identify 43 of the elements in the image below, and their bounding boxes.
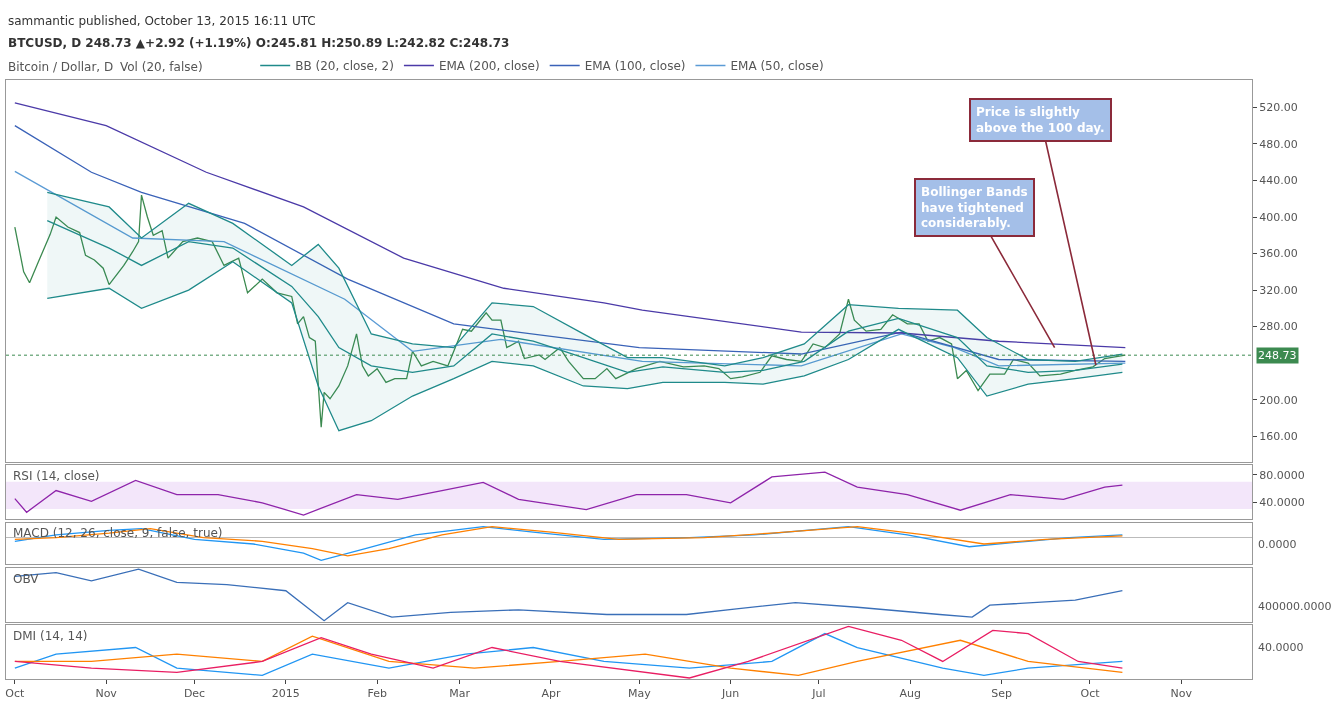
- legend-label: BB (20, close, 2): [295, 59, 394, 74]
- x-tick-label: Oct: [1080, 687, 1101, 701]
- x-tick-label: Sep: [991, 687, 1012, 701]
- annotation: Price is slightly above the 100 day.: [976, 105, 1105, 135]
- y-tick-label: 40.0000: [1259, 495, 1305, 509]
- x-tick-label: Nov: [1170, 687, 1193, 701]
- y-tick-label: 360.00: [1259, 247, 1298, 261]
- y-tick-label: 520.00: [1259, 101, 1298, 115]
- ref-line-label: 248.73: [1258, 349, 1297, 362]
- text: 0.0000: [1258, 538, 1297, 551]
- chart-subtitle: sammantic published, October 13, 2015 16:11 UTC: [8, 14, 316, 28]
- chart-title: DMI (14, 14): [13, 629, 88, 643]
- x-tick-label: 2015: [271, 687, 300, 701]
- line-series: [46, 261, 1124, 432]
- y-tick-label: 440.00: [1259, 174, 1298, 188]
- y-tick-label: 480.00: [1259, 137, 1298, 151]
- x-tick-label: Jul: [811, 687, 826, 701]
- legend-label: EMA (100, close): [584, 59, 686, 74]
- y-tick-label: 320.00: [1259, 283, 1298, 297]
- legend-label: EMA (200, close): [438, 59, 540, 74]
- x-tick-label: Aug: [899, 687, 922, 701]
- x-tick-label: Apr: [541, 687, 561, 701]
- y-tick-label: 80.0000: [1259, 468, 1305, 482]
- y-tick-label: 400.00: [1259, 210, 1298, 224]
- line-series: [14, 471, 1124, 516]
- x-tick-label: Jun: [721, 687, 740, 701]
- chart-title: BTCUSD, D 248.73 ▲+2.92 (+1.19%) O:245.81 H:250.89 L:242.82 C:248.73: [8, 36, 510, 50]
- annotation: Bollinger Bands have tightened considerably.: [921, 185, 1028, 231]
- x-tick-label: May: [627, 687, 652, 701]
- x-tick-label: Mar: [449, 687, 471, 701]
- chart-title: OBV: [13, 572, 40, 586]
- y-tick-label: 160.00: [1259, 430, 1298, 444]
- y-tick-label: 200.00: [1259, 393, 1298, 407]
- legend-label: EMA (50, close): [730, 59, 824, 74]
- x-tick-label: Oct: [5, 687, 26, 701]
- x-tick-label: Dec: [183, 687, 206, 701]
- text: Bitcoin / Dollar, D: [8, 60, 114, 74]
- chart-title: RSI (14, close): [13, 469, 100, 483]
- x-tick-label: Nov: [95, 687, 118, 701]
- y-tick-label: 280.00: [1259, 320, 1298, 334]
- text: 400000.0000: [1258, 600, 1332, 613]
- text: Vol (20, false): [120, 60, 203, 74]
- x-tick-label: Feb: [367, 687, 387, 701]
